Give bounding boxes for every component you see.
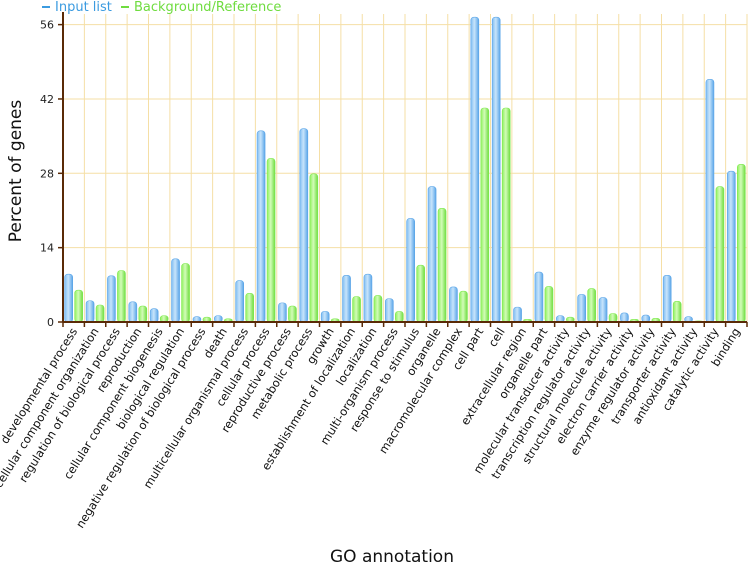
legend-item-background-reference[interactable]: Background/Reference	[121, 0, 281, 15]
bar-input-list-18[interactable]	[449, 286, 458, 323]
bar-background-3[interactable]	[138, 305, 148, 323]
bar-input-list-2[interactable]	[107, 275, 116, 323]
bar-input-list-1[interactable]	[85, 300, 95, 323]
bar-input-list-4[interactable]	[149, 308, 159, 323]
bar-input-list-26[interactable]	[620, 312, 629, 323]
bar-background-1[interactable]	[95, 304, 105, 323]
bar-background-24[interactable]	[587, 288, 596, 323]
bar-input-list-12[interactable]	[320, 311, 330, 323]
bar-background-19[interactable]	[480, 107, 490, 323]
y-tick-labels: 0 14 28 42 56	[40, 19, 54, 329]
bar-input-list-8[interactable]	[235, 280, 244, 323]
y-tick-label-4: 56	[40, 19, 54, 32]
bar-background-8[interactable]	[245, 293, 254, 323]
bar-input-list-17[interactable]	[427, 186, 437, 323]
bar-input-list-22[interactable]	[534, 271, 544, 323]
bar-input-list-19[interactable]	[470, 16, 480, 323]
bar-input-list-27[interactable]	[641, 314, 651, 323]
y-tick-label-1: 14	[40, 242, 54, 255]
legend-label-background-reference: Background/Reference	[134, 0, 281, 15]
bar-input-list-21[interactable]	[513, 306, 522, 323]
bar-input-list-16[interactable]	[406, 218, 415, 323]
x-category-label-1: cellular component organization	[0, 325, 102, 490]
bar-background-5[interactable]	[181, 263, 190, 323]
bar-background-11[interactable]	[309, 173, 319, 323]
bar-input-list-9[interactable]	[256, 130, 266, 323]
y-tick-label-2: 28	[40, 167, 54, 180]
legend-swatch-background-reference	[121, 6, 129, 8]
bar-input-list-0[interactable]	[64, 273, 73, 323]
bar-input-list-24[interactable]	[577, 294, 586, 323]
bar-input-list-28[interactable]	[662, 274, 672, 323]
bar-background-2[interactable]	[117, 270, 126, 323]
bar-background-22[interactable]	[544, 286, 554, 323]
bar-input-list-31[interactable]	[727, 170, 736, 323]
x-axis-title: GO annotation	[330, 547, 454, 567]
bar-background-17[interactable]	[437, 208, 447, 323]
bar-background-18[interactable]	[459, 290, 468, 323]
bar-input-list-13[interactable]	[342, 274, 351, 323]
bar-background-0[interactable]	[74, 289, 83, 323]
bar-background-9[interactable]	[266, 158, 276, 323]
bar-background-14[interactable]	[373, 295, 383, 323]
y-axis-title: Percent of genes	[6, 100, 26, 243]
bar-input-list-30[interactable]	[705, 79, 715, 323]
bar-background-25[interactable]	[608, 313, 618, 323]
bar-input-list-14[interactable]	[363, 273, 373, 323]
legend-item-input-list[interactable]: Input list	[42, 0, 112, 15]
legend: Input list Background/Reference	[42, 0, 281, 15]
axes	[58, 12, 748, 327]
bar-background-13[interactable]	[352, 296, 361, 323]
bar-background-20[interactable]	[501, 107, 511, 323]
bar-input-list-15[interactable]	[385, 298, 394, 323]
bar-input-list-20[interactable]	[491, 16, 501, 323]
legend-swatch-input-list	[42, 6, 50, 8]
y-tick-label-0: 0	[47, 316, 54, 329]
bar-input-list-25[interactable]	[598, 297, 608, 323]
bar-background-28[interactable]	[672, 300, 682, 323]
bar-input-list-3[interactable]	[128, 301, 138, 323]
bar-background-16[interactable]	[416, 264, 425, 323]
bar-background-15[interactable]	[395, 311, 404, 323]
bar-input-list-10[interactable]	[278, 302, 287, 323]
bar-input-list-5[interactable]	[171, 258, 180, 323]
grid	[62, 14, 748, 322]
bar-input-list-11[interactable]	[299, 128, 309, 323]
bar-background-31[interactable]	[737, 163, 746, 323]
bar-background-30[interactable]	[715, 186, 725, 323]
legend-label-input-list: Input list	[55, 0, 112, 15]
y-tick-label-3: 42	[40, 93, 54, 106]
bar-background-10[interactable]	[288, 305, 297, 323]
